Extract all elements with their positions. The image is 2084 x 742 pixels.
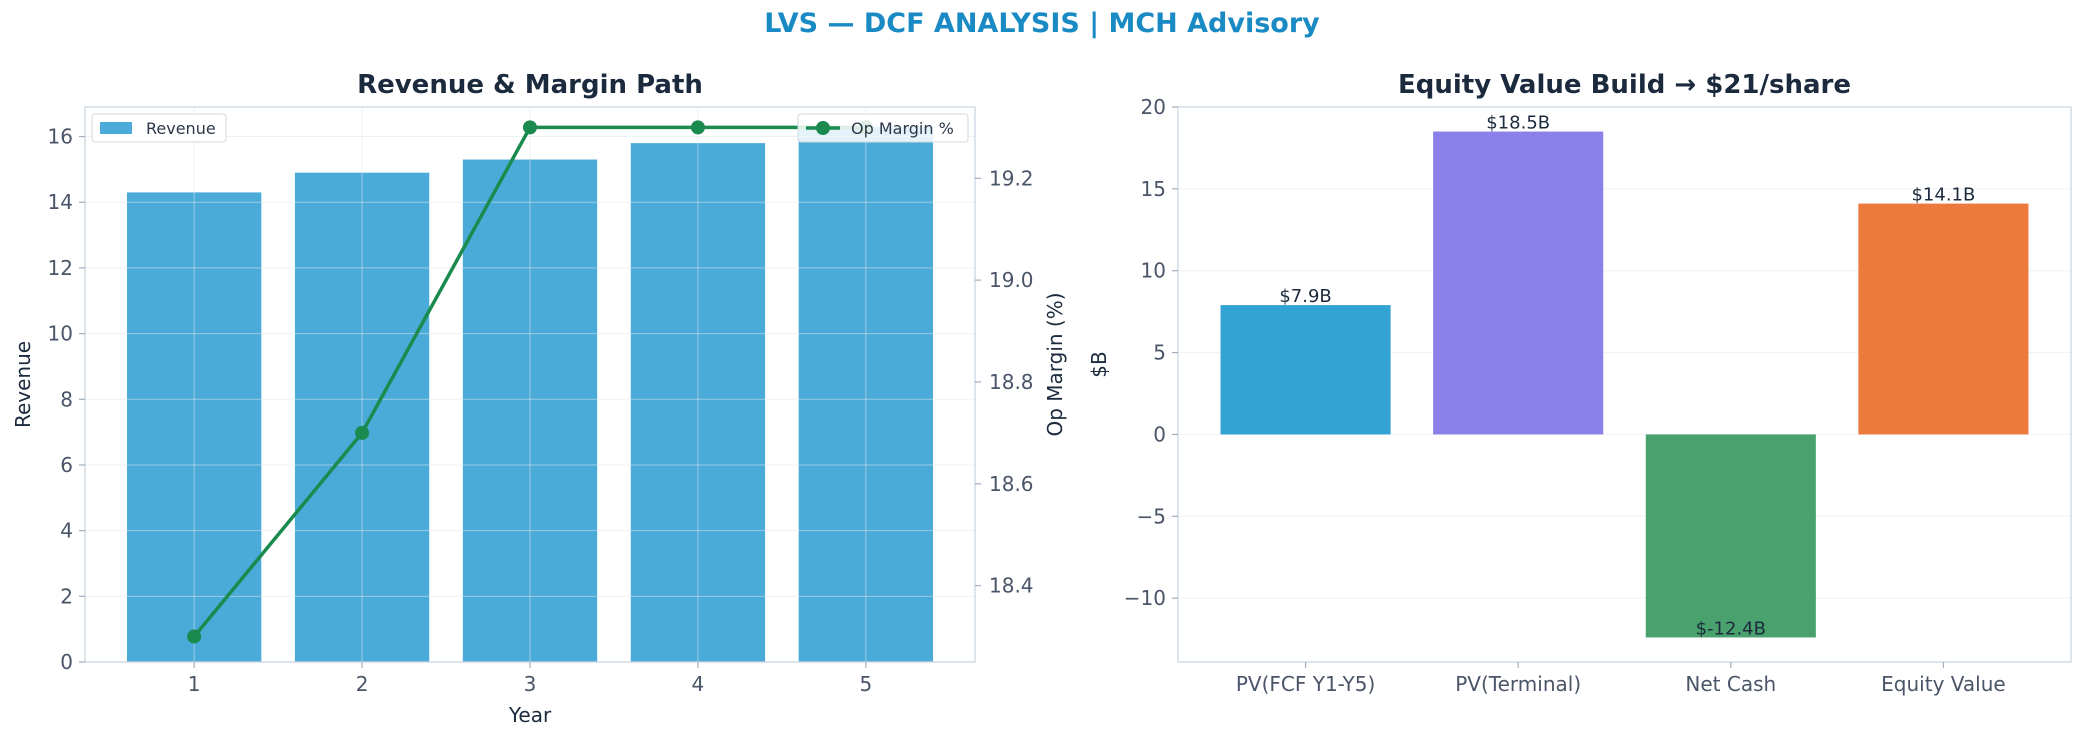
y2tick-label: 18.8 (989, 370, 1034, 394)
xtick-label: 2 (356, 672, 369, 696)
xtick-label: Net Cash (1685, 672, 1776, 696)
x-axis-label: Year (508, 703, 552, 727)
ytick-label: 14 (48, 190, 73, 214)
data-label-3: $14.1B (1911, 185, 1975, 206)
y-axis-label: $B (1087, 351, 1111, 377)
equity-bar-2 (1645, 434, 1816, 638)
y2tick-label: 18.4 (989, 574, 1034, 598)
legend-swatch-revenue (100, 122, 132, 134)
ytick-label: 16 (48, 125, 73, 149)
ytick-label: 20 (1141, 95, 1166, 119)
equity-bar-0 (1220, 305, 1391, 435)
ytick-label: 8 (60, 387, 73, 411)
op-margin-point-2 (355, 425, 370, 440)
ytick-label: 0 (60, 650, 73, 674)
legend-revenue: Revenue (91, 113, 227, 143)
equity-bar-1 (1433, 131, 1604, 435)
xtick-label: PV(FCF Y1-Y5) (1236, 672, 1375, 696)
data-label-2: $-12.4B (1696, 618, 1766, 639)
ytick-label: 10 (1141, 259, 1166, 283)
xtick-label: 1 (188, 672, 201, 696)
data-label-1: $18.5B (1486, 113, 1550, 134)
op-margin-point-3 (523, 120, 537, 135)
chart-title: Equity Value Build → $21/share (1398, 70, 1851, 100)
ytick-label: 4 (60, 519, 73, 543)
ytick-label: 12 (48, 256, 73, 280)
equity-bar-3 (1858, 203, 2029, 435)
legend-label-revenue: Revenue (146, 119, 216, 138)
ytick-label: 15 (1141, 177, 1166, 201)
xtick-label: PV(Terminal) (1455, 672, 1581, 696)
op-margin-point-4 (690, 120, 705, 135)
legend-marker-op-margin (816, 121, 830, 135)
ytick-label: −5 (1137, 504, 1166, 528)
xtick-label: Equity Value (1881, 672, 2006, 696)
ytick-label: 6 (60, 453, 73, 477)
y-axis-label: Revenue (11, 341, 35, 428)
op-margin-point-1 (187, 629, 202, 644)
legend-label-op-margin: Op Margin % (851, 119, 954, 138)
y2tick-label: 19.0 (989, 268, 1034, 292)
ytick-label: 0 (1153, 422, 1166, 446)
y2-axis-label: Op Margin (%) (1043, 292, 1067, 436)
ytick-label: 2 (60, 584, 73, 608)
y2tick-label: 18.6 (989, 472, 1034, 496)
chart-title: Revenue & Margin Path (357, 70, 703, 100)
figure-title: LVS — DCF ANALYSIS | MCH Advisory (764, 8, 1320, 39)
xtick-label: 5 (859, 672, 872, 696)
y2tick-label: 19.2 (989, 166, 1034, 190)
xtick-label: 3 (524, 672, 537, 696)
ytick-label: 10 (48, 322, 73, 346)
legend-op-margin: Op Margin % (797, 113, 969, 143)
ytick-label: 5 (1153, 341, 1166, 365)
ytick-label: −10 (1124, 586, 1166, 610)
plot-frame (1177, 106, 2072, 663)
data-label-0: $7.9B (1279, 286, 1331, 307)
legend-box (91, 113, 227, 143)
equity-value-chart: $7.9B $18.5B $-12.4B $14.1B −10 −5 0 5 10 15 20 PV(… (1087, 70, 2072, 696)
xtick-label: 4 (692, 672, 705, 696)
legend-box (797, 113, 969, 143)
